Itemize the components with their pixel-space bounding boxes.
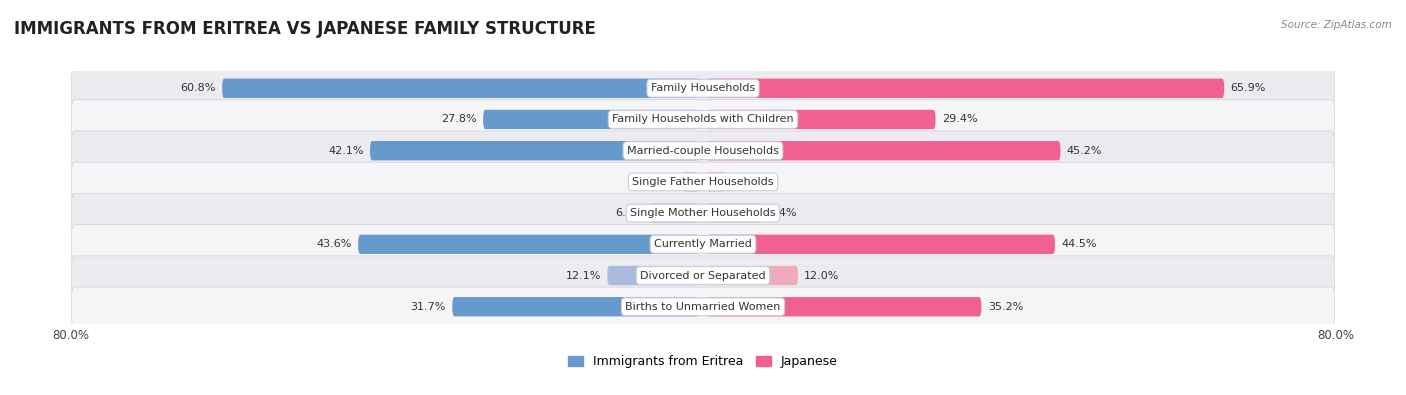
Text: 42.1%: 42.1% [328,146,364,156]
FancyBboxPatch shape [707,266,799,285]
FancyBboxPatch shape [707,235,1054,254]
Text: 44.5%: 44.5% [1062,239,1097,249]
Text: 60.8%: 60.8% [180,83,217,93]
FancyBboxPatch shape [707,110,935,129]
FancyBboxPatch shape [683,172,699,192]
Text: 6.7%: 6.7% [616,208,644,218]
FancyBboxPatch shape [650,203,699,223]
FancyBboxPatch shape [72,194,1334,233]
Text: Family Households with Children: Family Households with Children [612,115,794,124]
Legend: Immigrants from Eritrea, Japanese: Immigrants from Eritrea, Japanese [564,350,842,373]
Text: Single Father Households: Single Father Households [633,177,773,187]
Text: Currently Married: Currently Married [654,239,752,249]
FancyBboxPatch shape [607,266,699,285]
FancyBboxPatch shape [72,162,1334,201]
Text: 2.8%: 2.8% [731,177,761,187]
FancyBboxPatch shape [484,110,699,129]
Text: Source: ZipAtlas.com: Source: ZipAtlas.com [1281,20,1392,30]
Text: 12.0%: 12.0% [804,271,839,280]
FancyBboxPatch shape [72,100,1334,139]
FancyBboxPatch shape [72,256,1334,295]
Text: 35.2%: 35.2% [987,302,1024,312]
FancyBboxPatch shape [707,79,1225,98]
Text: 7.4%: 7.4% [768,208,796,218]
FancyBboxPatch shape [359,235,699,254]
FancyBboxPatch shape [707,141,1060,160]
FancyBboxPatch shape [707,297,981,316]
Text: 12.1%: 12.1% [565,271,600,280]
Text: Births to Unmarried Women: Births to Unmarried Women [626,302,780,312]
FancyBboxPatch shape [72,131,1334,170]
Text: 2.5%: 2.5% [648,177,676,187]
FancyBboxPatch shape [72,69,1334,108]
Text: 45.2%: 45.2% [1067,146,1102,156]
FancyBboxPatch shape [370,141,699,160]
FancyBboxPatch shape [72,225,1334,264]
FancyBboxPatch shape [222,79,699,98]
FancyBboxPatch shape [453,297,699,316]
Text: 43.6%: 43.6% [316,239,352,249]
Text: 31.7%: 31.7% [411,302,446,312]
FancyBboxPatch shape [707,203,762,223]
Text: 65.9%: 65.9% [1230,83,1265,93]
Text: 27.8%: 27.8% [441,115,477,124]
Text: Married-couple Households: Married-couple Households [627,146,779,156]
Text: 29.4%: 29.4% [942,115,977,124]
Text: Single Mother Households: Single Mother Households [630,208,776,218]
Text: IMMIGRANTS FROM ERITREA VS JAPANESE FAMILY STRUCTURE: IMMIGRANTS FROM ERITREA VS JAPANESE FAMI… [14,20,596,38]
Text: Divorced or Separated: Divorced or Separated [640,271,766,280]
FancyBboxPatch shape [72,287,1334,326]
Text: Family Households: Family Households [651,83,755,93]
FancyBboxPatch shape [707,172,725,192]
